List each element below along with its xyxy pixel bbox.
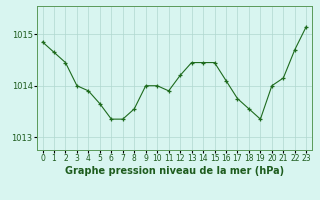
X-axis label: Graphe pression niveau de la mer (hPa): Graphe pression niveau de la mer (hPa) bbox=[65, 166, 284, 176]
